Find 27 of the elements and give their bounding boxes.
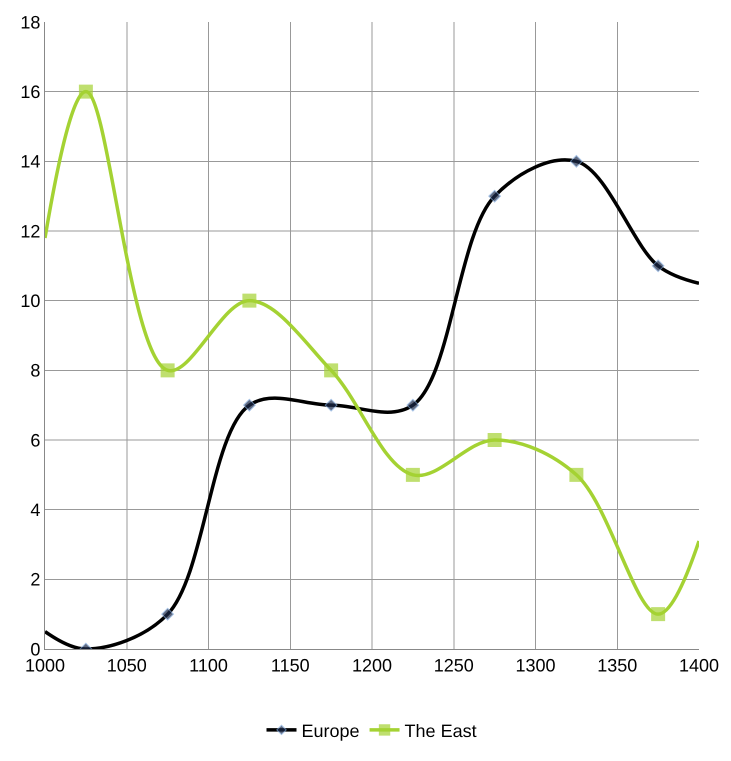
x-tick-label: 1250 [434,656,474,676]
point [406,468,420,482]
y-tick-label: 16 [20,82,40,102]
point [160,363,175,378]
y-tick-label: 8 [30,360,40,381]
x-tick-label: 1350 [597,656,638,676]
y-tick-label: 2 [30,570,40,590]
point [488,433,502,447]
point [569,468,584,482]
legend-label: Europe [302,720,360,741]
x-tick-label: 1150 [270,656,310,676]
y-tick-label: 6 [30,430,40,450]
point [78,84,93,99]
x-tick-label: 1050 [106,656,147,676]
y-tick-label: 18 [20,12,40,32]
legend-label: The East [404,720,477,741]
y-tick-label: 4 [30,500,40,520]
x-tick-label: 1400 [678,656,720,676]
y-tick-label: 10 [20,290,40,311]
y-tick-label: 12 [20,221,40,242]
y-tick-label: 14 [20,152,40,172]
point [324,363,338,378]
x-tick-label: 1300 [515,656,556,676]
point [242,294,256,308]
x-tick-label: 1200 [352,656,392,676]
x-tick-label: 1100 [189,656,228,676]
point [651,607,666,622]
